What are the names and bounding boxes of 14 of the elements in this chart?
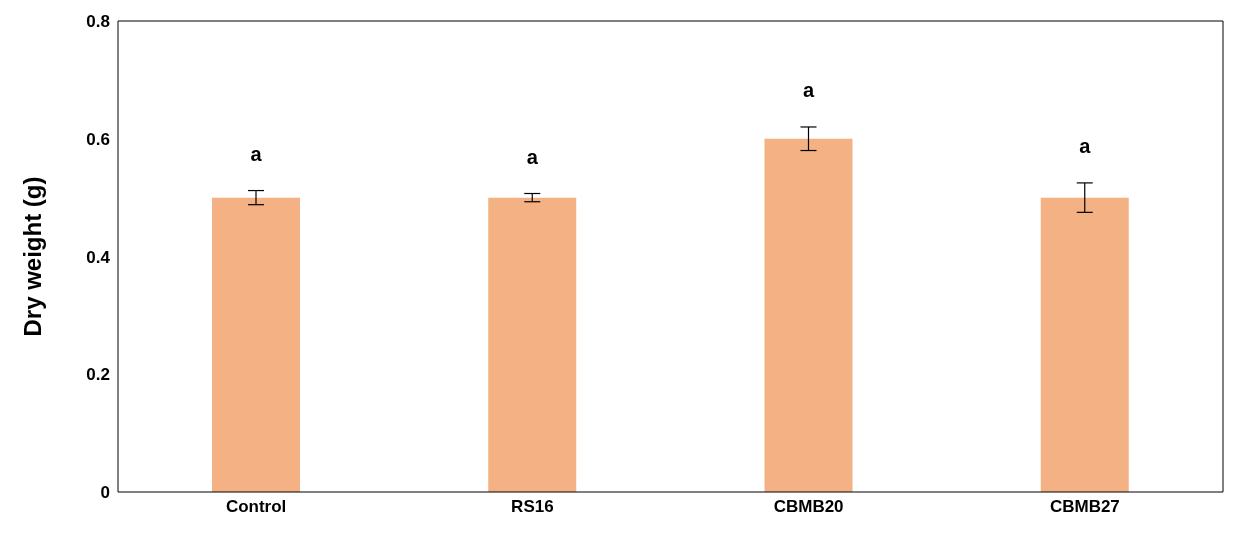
y-tick-label: 0.6: [86, 129, 110, 149]
y-axis-title: Dry weight (g): [18, 176, 46, 337]
y-tick-label: 0.8: [86, 12, 110, 32]
annotation: a: [526, 145, 539, 168]
x-tick-label: RS16: [511, 497, 554, 517]
x-tick-label: CBMB27: [1049, 497, 1120, 517]
y-tick-label: 0: [100, 483, 110, 503]
x-tick-label: Control: [225, 497, 287, 517]
annotation: a: [803, 78, 816, 101]
x-tick-label: CBMB20: [773, 497, 844, 517]
annotation: a: [250, 142, 263, 165]
y-tick-label: 0.2: [86, 365, 110, 385]
annotation: a: [1079, 134, 1092, 157]
y-tick-label: 0.4: [86, 247, 111, 267]
